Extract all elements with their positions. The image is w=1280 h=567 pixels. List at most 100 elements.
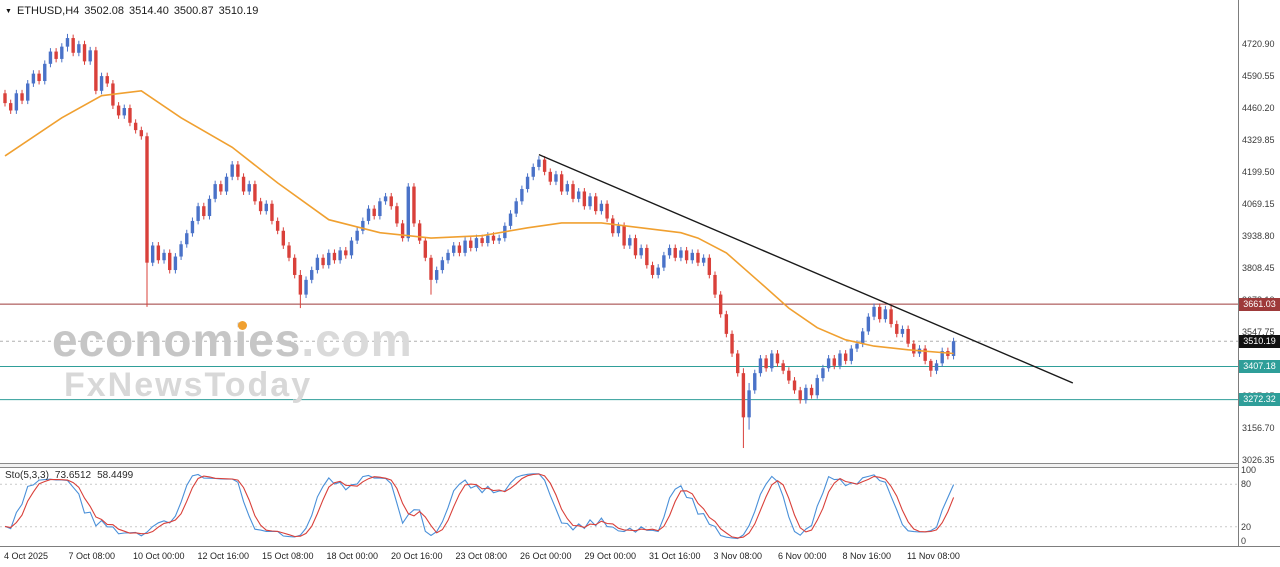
candle-body — [344, 250, 348, 256]
candle-body — [690, 252, 694, 261]
candle-body — [951, 341, 956, 356]
candle-body — [525, 176, 530, 190]
candle-body — [934, 363, 939, 371]
candle-body — [508, 213, 513, 226]
candle-body — [906, 328, 910, 344]
symbol-label: ETHUSD,H4 — [16, 5, 80, 17]
candle-body — [582, 191, 587, 207]
candle-body — [599, 203, 604, 212]
candle-body — [361, 220, 365, 231]
candle-body — [594, 196, 598, 212]
candle-body — [469, 240, 473, 248]
candle-body — [781, 363, 785, 371]
stochastic-lines — [4, 473, 955, 540]
candle-body — [486, 235, 490, 244]
indicator-k-value: 73.6512 — [54, 470, 92, 481]
candle-body — [804, 387, 808, 401]
candle-body — [116, 105, 121, 116]
candle-body — [753, 373, 757, 391]
moving-average-line — [4, 89, 954, 355]
price-tick: 4590.55 — [1242, 70, 1275, 81]
candle-body — [588, 196, 592, 207]
price-tick: 4069.15 — [1242, 198, 1275, 209]
candle-body — [179, 244, 183, 257]
stochastic-tick: 0 — [1241, 536, 1247, 546]
candle-body — [821, 368, 825, 379]
candle-body — [43, 63, 47, 82]
candle-body — [480, 238, 484, 244]
date-tick: 11 Nov 08:00 — [907, 551, 960, 561]
candle-body — [696, 252, 700, 263]
candle-body — [656, 267, 660, 275]
candle-body — [429, 257, 433, 280]
candle-body — [491, 235, 496, 241]
date-tick: 10 Oct 00:00 — [133, 551, 185, 561]
price-level-badge: 3272.32 — [1239, 393, 1280, 407]
date-tick: 7 Oct 08:00 — [68, 551, 116, 561]
candle-body — [531, 166, 535, 177]
candle-body — [565, 184, 570, 192]
symbol-dropdown-icon[interactable]: ▼ — [5, 7, 12, 15]
date-tick: 4 Oct 2025 — [4, 551, 49, 561]
candle-body — [815, 378, 819, 396]
candle-body — [707, 257, 712, 275]
candle-body — [912, 343, 916, 354]
stochastic-level-lines — [0, 483, 1238, 528]
candle-body — [395, 206, 399, 224]
price-chart[interactable] — [0, 0, 1238, 463]
candle-body — [559, 174, 564, 192]
price-tick: 4199.50 — [1242, 166, 1275, 177]
candle-body — [889, 309, 893, 325]
pane-separator[interactable] — [0, 463, 1280, 468]
candle-body — [883, 309, 888, 320]
candle-body — [628, 238, 632, 246]
candle-body — [860, 331, 865, 344]
candle-body — [673, 247, 677, 258]
trendline-path — [538, 154, 1074, 384]
candle-body — [798, 390, 802, 401]
candle-body — [133, 122, 138, 131]
candle-body — [327, 252, 331, 266]
candle-body — [446, 252, 450, 261]
candle-body — [338, 250, 342, 261]
candle-body — [60, 46, 64, 59]
candle-body — [26, 83, 30, 101]
candle-body — [770, 353, 774, 369]
candle-body — [440, 260, 445, 271]
candle-body — [128, 108, 132, 123]
candle-body — [281, 230, 286, 246]
candle-body — [775, 353, 780, 364]
date-tick: 18 Oct 00:00 — [326, 551, 379, 561]
candle-body — [77, 44, 81, 53]
candle-body — [520, 189, 524, 202]
date-tick: 3 Nov 08:00 — [713, 551, 763, 561]
stochastic-main-line — [4, 473, 955, 540]
candle-body — [241, 176, 246, 192]
candle-body — [866, 316, 871, 332]
date-tick: 26 Oct 00:00 — [520, 551, 572, 561]
candle-body — [258, 201, 263, 212]
stochastic-indicator-chart[interactable] — [0, 467, 1238, 545]
candle-body — [173, 256, 178, 271]
candle-body — [764, 358, 768, 369]
candle-body — [929, 360, 933, 371]
candle-body — [548, 171, 552, 182]
stochastic-signal-line — [4, 473, 955, 539]
candle-body — [287, 245, 291, 258]
candle-body — [315, 257, 320, 271]
candle-body — [736, 353, 740, 374]
candle-body — [611, 218, 615, 234]
price-tick: 4460.20 — [1242, 102, 1275, 113]
candle-body — [639, 247, 643, 256]
candle-body — [679, 250, 683, 258]
stochastic-tick: 80 — [1241, 479, 1252, 490]
candle-body — [355, 230, 359, 241]
candle-body — [849, 348, 854, 361]
candle-body — [264, 203, 268, 212]
candle-body — [383, 196, 388, 202]
ohlc-high: 3514.40 — [129, 5, 169, 17]
ohlc-low: 3500.87 — [173, 5, 214, 17]
ohlc-close: 3510.19 — [218, 5, 259, 17]
candle-body — [145, 136, 149, 263]
